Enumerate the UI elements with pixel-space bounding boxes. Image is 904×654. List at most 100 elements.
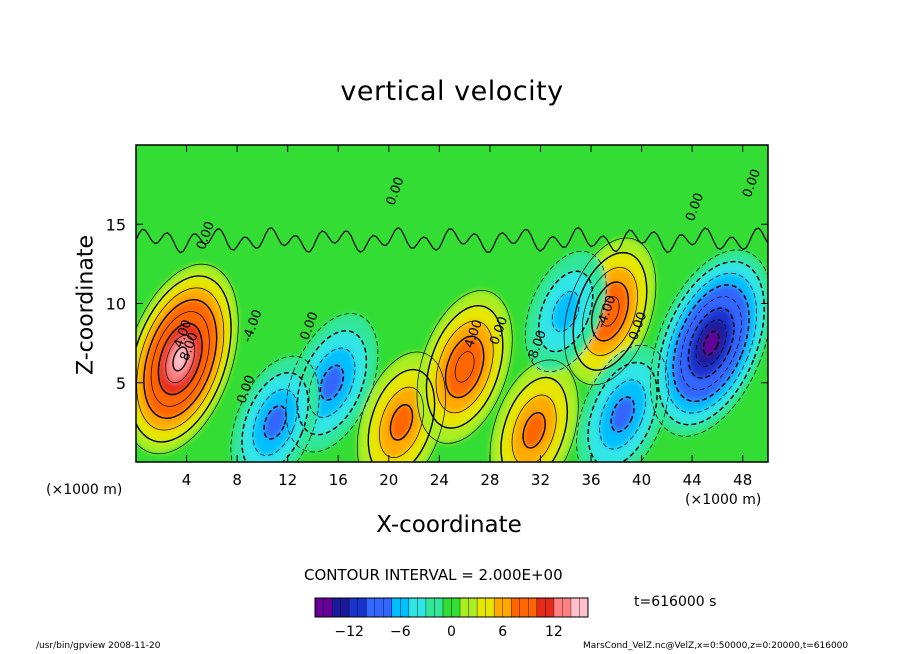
colorbar-swatch [383,598,393,617]
contour-line [610,396,635,433]
feature-downdraft-8 [650,249,768,437]
x-tick-label: 28 [480,471,499,489]
contour-line [379,386,424,458]
contour-line [285,313,379,453]
colorbar-swatch [460,598,470,617]
contour-line [582,266,638,356]
contour-line [425,304,504,429]
contour-fill [320,365,344,401]
colorbar-tick-label: −6 [390,624,411,640]
contour-line [551,290,580,332]
colorbar-swatch [477,598,487,617]
colorbar-swatch [391,598,401,617]
y-tick-label: 5 [116,374,126,393]
contour-line [136,263,239,455]
x-tick-label: 44 [683,471,702,489]
colorbar-swatch [451,598,461,617]
contour-line [587,361,658,462]
contour-fill [390,404,413,440]
x-axis-label: X-coordinate [376,512,522,538]
chart-title: vertical velocity [340,76,564,107]
x-tick-label: 32 [531,471,550,489]
contour-line [538,270,594,353]
contour-line [143,299,218,419]
colorbar-swatch [315,598,325,617]
contour-line [600,296,620,327]
colorbar-tick-label: 0 [447,624,456,640]
colorbar-swatch [332,598,342,617]
x-tick-label: 12 [278,471,297,489]
x-tick-label: 4 [182,471,192,489]
footer-source: MarsCond_VelZ.nc@VelZ,x=0:50000,z=0:2000… [583,641,849,651]
contour-interval-label: CONTOUR INTERVAL = 2.000E+00 [304,566,563,584]
colorbar-swatch [536,598,546,617]
contour-line [454,351,475,383]
contour-line [367,368,436,462]
contour-line [252,388,298,456]
contour-line [599,379,646,450]
contour-line [500,376,568,462]
colorbar-swatch [400,598,410,617]
feature-updraft-5 [489,359,579,462]
contour-line [489,359,579,462]
colorbar-swatch [349,598,359,617]
colorbar-tick-label: −12 [334,624,364,640]
contour-line [665,272,758,414]
feature-downdraft-7 [576,345,669,462]
contour-line [241,371,309,462]
contour-line [136,275,232,443]
contour-line [435,320,494,414]
colorbar-swatch [485,598,495,617]
contour-line [524,250,607,373]
contour-line [444,335,485,399]
colorbar-swatch [425,598,435,617]
contour-line [563,237,657,386]
colorbar-swatch [434,598,444,617]
colorbar-swatch [519,598,529,617]
colorbar-swatch [570,598,580,617]
time-label: t=616000 s [634,594,717,610]
contour-line [296,330,368,436]
contour-line [165,334,196,384]
contour-line [150,311,210,407]
contour-line [157,322,203,396]
colorbar-tick-label: 12 [545,624,563,640]
colorbar-frame [314,597,589,618]
colorbar-swatch [511,598,521,617]
colorbar-swatch [528,598,538,617]
colorbar-swatch [579,598,589,617]
contour-line [389,404,414,441]
contour-line [511,394,557,462]
y-tick-label: 15 [106,215,126,234]
x-unit-label-left: (×1000 m) [46,482,123,498]
contour-line [136,287,225,431]
colorbar-swatch [340,598,350,617]
contour-line [522,411,546,449]
feature-updraft-0 [136,264,239,454]
footer-program: /usr/bin/gpview 2008-11-20 [36,641,161,651]
contour-fill [263,405,287,439]
contour-line [702,330,720,356]
colorbar-swatch [374,598,384,617]
colorbar-swatch [408,598,418,617]
contour-line [263,405,287,440]
x-tick-label: 24 [430,471,449,489]
colorbar-swatch [468,598,478,617]
x-unit-label-right: (×1000 m) [685,492,762,508]
colorbar-swatch [366,598,376,617]
contour-fill [523,412,546,448]
colorbar-swatch [494,598,504,617]
zero-contour-line [136,226,768,254]
colorbar-swatch [417,598,427,617]
contour-line [680,296,742,391]
feature-downdraft-2 [230,356,320,462]
colorbar-swatch [553,598,563,617]
y-axis-label: Z-coordinate [73,235,99,375]
contour-fill [552,291,580,332]
colorbar-swatch [323,598,333,617]
contour-line [308,347,356,418]
contour-fill [455,351,475,383]
contour-line [319,364,345,401]
x-tick-label: 48 [733,471,752,489]
